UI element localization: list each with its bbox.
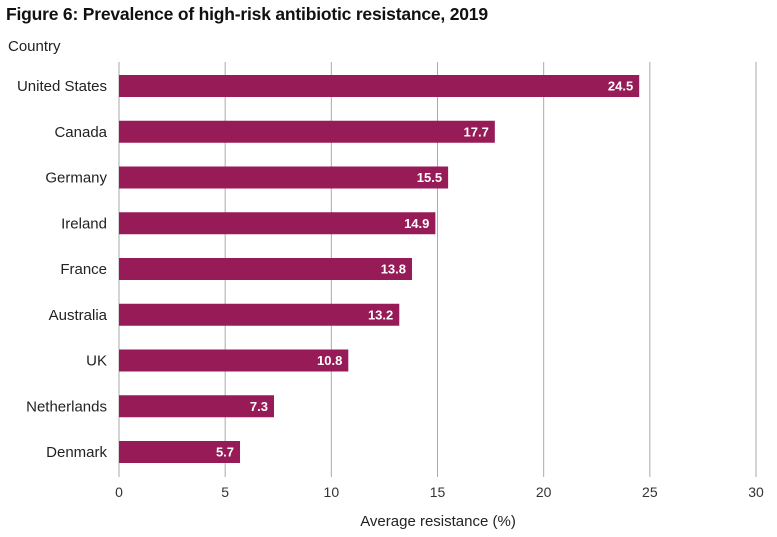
bar-value-label: 5.7 (216, 445, 234, 460)
bar (119, 349, 349, 372)
bar (119, 120, 495, 143)
bar-value-label: 14.9 (404, 216, 429, 231)
bar-value-label: 17.7 (464, 124, 489, 139)
bar (119, 258, 413, 280)
bar (119, 166, 449, 189)
x-tick-label: 15 (430, 484, 446, 500)
category-label: Canada (54, 124, 107, 141)
bar-value-label: 7.3 (250, 399, 268, 414)
bar (119, 212, 436, 235)
category-label: UK (86, 353, 107, 370)
bar-value-label: 24.5 (608, 79, 633, 94)
bar-value-label: 15.5 (417, 170, 442, 185)
x-tick-label: 0 (115, 484, 123, 500)
bar-value-label: 10.8 (317, 353, 342, 368)
category-label: Netherlands (26, 398, 107, 415)
x-tick-label: 5 (221, 484, 229, 500)
x-tick-label: 20 (536, 484, 552, 500)
bar (119, 395, 275, 418)
bar (119, 441, 241, 463)
category-label: Australia (49, 307, 108, 324)
category-labels: United States Canada Germany Ireland France A… (17, 78, 108, 461)
x-tick-labels: 0 5 10 15 20 25 30 (115, 484, 764, 500)
bars: 24.5 17.7 15.5 14.9 13.8 13.2 10.8 7.3 5.7 (119, 75, 640, 463)
x-tick-label: 25 (642, 484, 658, 500)
category-label: Germany (45, 170, 107, 187)
category-label: Denmark (46, 444, 107, 461)
bar (119, 75, 640, 97)
y-axis-title: Country (8, 38, 61, 55)
chart-title: Figure 6: Prevalence of high-risk antibi… (6, 4, 488, 24)
category-label: France (60, 261, 107, 278)
bar-value-label: 13.8 (381, 262, 406, 277)
bar-value-label: 13.2 (368, 307, 393, 322)
category-label: United States (17, 78, 107, 95)
category-label: Ireland (61, 215, 107, 232)
x-axis-title: Average resistance (%) (360, 513, 516, 530)
bar (119, 303, 400, 326)
x-tick-label: 30 (748, 484, 764, 500)
x-tick-label: 10 (324, 484, 340, 500)
